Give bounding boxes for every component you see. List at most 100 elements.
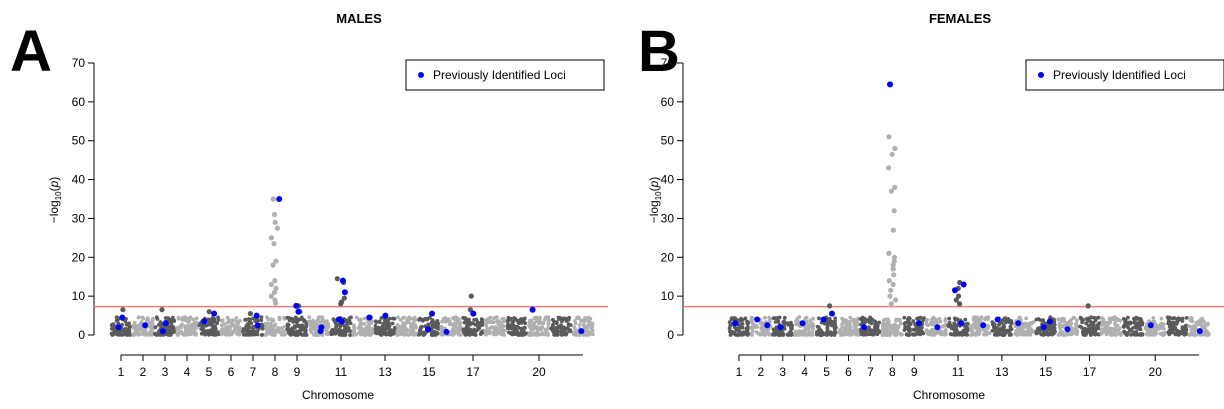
signal-point (891, 208, 897, 214)
snp-point (562, 325, 566, 330)
snp-point (947, 316, 952, 321)
snp-point (943, 331, 948, 335)
snp-point (1137, 324, 1142, 328)
snp-point (825, 320, 830, 324)
snp-point (833, 316, 838, 321)
snp-point (186, 324, 191, 328)
snp-point (906, 320, 911, 325)
snp-point (875, 332, 879, 337)
snp-point (493, 330, 498, 335)
snp-point (182, 332, 187, 337)
snp-point (767, 315, 771, 320)
snp-point (873, 328, 877, 332)
snp-point (457, 321, 461, 326)
x-axis-label: Chromosome (302, 388, 374, 402)
snp-point (740, 318, 745, 322)
snp-point (1109, 317, 1114, 322)
signal-point (334, 276, 340, 282)
snp-point (952, 316, 957, 321)
snp-point (763, 315, 767, 320)
snp-point (590, 328, 595, 333)
snp-point (421, 333, 426, 337)
snp-point (560, 333, 564, 337)
snp-point (1134, 332, 1139, 337)
snp-point (419, 317, 424, 322)
snp-point (370, 319, 375, 324)
snp-point (390, 321, 395, 326)
snp-point (1107, 328, 1111, 333)
snp-point (953, 328, 958, 333)
manhattan-plot-females: B FEMALES Chromosome −log10(p) 0 10 20 30 40… (612, 0, 1224, 409)
snp-point (466, 326, 471, 331)
snp-point (374, 319, 378, 324)
snp-point (902, 315, 907, 320)
snp-point (973, 323, 978, 328)
snp-point (286, 323, 291, 327)
signal-point (886, 278, 892, 284)
snp-point (346, 328, 351, 333)
y-tick-label: 30 (72, 211, 86, 225)
snp-point (513, 316, 518, 321)
snp-point (1129, 329, 1133, 333)
y-tick-label: 30 (661, 211, 675, 225)
snp-point (546, 322, 551, 327)
snp-point (859, 328, 863, 333)
snp-point (884, 325, 888, 330)
snp-point (483, 318, 488, 323)
signal-point (892, 184, 898, 190)
panel-letter: B (638, 19, 680, 84)
snp-point (1200, 316, 1205, 321)
snp-point (282, 324, 287, 329)
snp-point (881, 321, 886, 325)
chart-title: MALES (336, 11, 382, 26)
snp-point (298, 329, 303, 333)
data-points (115, 196, 585, 335)
snp-point (534, 318, 539, 323)
snp-point (392, 328, 397, 333)
snp-point (452, 331, 456, 336)
snp-point (1009, 332, 1013, 337)
known-locus-point (429, 310, 435, 317)
snp-point (194, 320, 199, 325)
y-tick-label: 50 (72, 134, 86, 148)
snp-point (111, 323, 116, 328)
snp-point (800, 329, 804, 334)
snp-point (1147, 319, 1151, 323)
snp-point (1169, 327, 1174, 331)
snp-point (1000, 326, 1005, 331)
snp-point (1175, 318, 1179, 323)
snp-point (918, 315, 923, 320)
snp-point (471, 332, 476, 337)
snp-point (870, 317, 875, 322)
snp-point (139, 320, 144, 325)
snp-point (458, 333, 463, 337)
snp-point (744, 326, 749, 331)
snp-point (1038, 318, 1043, 322)
snp-point (364, 325, 369, 330)
snp-point (1138, 317, 1143, 321)
x-tick-label: 20 (1149, 365, 1163, 379)
snp-point (1154, 323, 1159, 327)
snp-point (1175, 328, 1180, 333)
snp-point (804, 332, 809, 336)
snp-point (861, 331, 866, 336)
snp-point (188, 327, 193, 332)
snp-point (238, 331, 243, 335)
snp-point (995, 331, 1000, 335)
snp-point (499, 330, 503, 335)
snp-point (915, 327, 920, 332)
snp-point (348, 321, 353, 326)
snp-point (833, 322, 838, 327)
snp-point (264, 315, 269, 320)
known-locus-point (980, 322, 987, 329)
snp-point (1080, 317, 1084, 322)
known-locus-point (1147, 322, 1154, 329)
snp-point (1092, 315, 1096, 320)
snp-point (1125, 331, 1130, 336)
x-tick-label: 9 (294, 365, 301, 379)
snp-point (406, 333, 411, 337)
snp-point (1187, 324, 1192, 328)
snp-point (567, 329, 571, 333)
known-locus-point (1015, 320, 1022, 327)
snp-point (1090, 321, 1095, 325)
